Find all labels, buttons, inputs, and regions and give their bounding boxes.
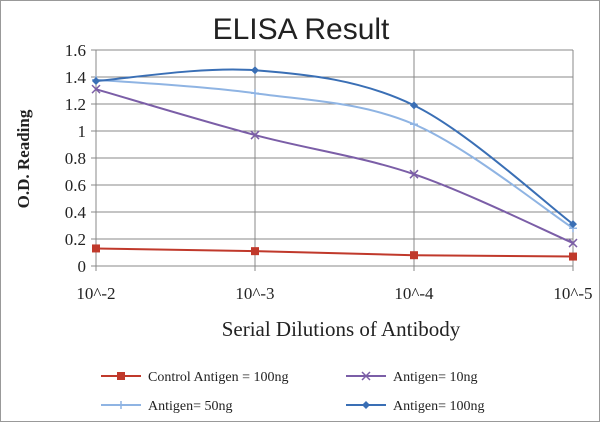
y-tick-label: 1.4 [65,68,87,87]
x-tick-label: 10^-5 [553,284,592,303]
legend-marker [117,401,125,409]
legend-item: Antigen= 100ng [346,399,485,414]
legend-label: Antigen= 10ng [393,370,478,385]
series-line [95,88,574,244]
series-1 [91,84,578,248]
legend-marker [362,401,370,409]
legend-item: Control Antigen = 100ng [101,370,289,385]
data-point-marker [92,244,100,253]
legend-marker [361,371,371,381]
data-point-marker [409,169,419,179]
y-tick-label: 0.2 [65,230,86,249]
legend-label: Control Antigen = 100ng [148,370,289,385]
data-point-marker [410,120,418,129]
legend-marker [117,372,125,380]
x-tick-label: 10^-4 [394,284,434,303]
chart-title: ELISA Result [213,13,390,46]
y-tick-label: 0.8 [65,149,86,168]
data-point-marker [569,220,577,229]
legend-label: Antigen= 50ng [148,399,233,414]
x-tick-label: 10^-2 [76,284,115,303]
data-point-marker [92,77,100,86]
data-point-marker [568,238,578,248]
series-0 [92,244,577,261]
data-point-marker [569,252,577,261]
series-3 [92,66,577,229]
y-axis-label: O.D. Reading [14,109,33,208]
data-point-marker [410,251,418,260]
legend-item: Antigen= 50ng [101,399,233,414]
x-axis-label: Serial Dilutions of Antibody [222,317,461,341]
y-tick-label: 1.2 [65,95,86,114]
series-line [95,247,574,258]
data-point-marker [91,84,101,94]
legend-item: Antigen= 10ng [346,370,478,385]
data-point-marker [251,66,259,75]
y-tick-label: 0.6 [65,176,86,195]
data-point-marker [251,89,259,98]
series-line [95,68,574,225]
data-point-marker [251,247,259,256]
data-point-marker [250,130,260,140]
y-tick-label: 0.4 [65,203,87,222]
x-tick-label: 10^-3 [235,284,274,303]
legend-label: Antigen= 100ng [393,399,485,414]
y-tick-label: 1 [78,122,87,141]
data-point-marker [410,101,418,110]
y-tick-label: 0 [78,257,87,276]
y-tick-label: 1.6 [65,41,86,60]
series-line [95,78,574,230]
